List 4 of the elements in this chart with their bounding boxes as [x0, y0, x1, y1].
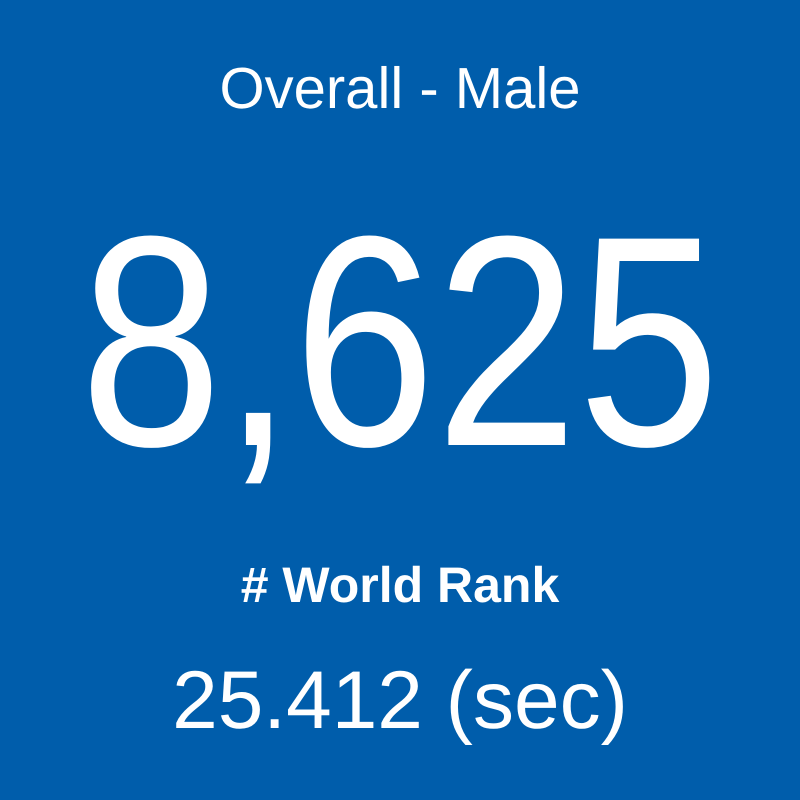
data-label: 8,625: [80, 173, 800, 509]
category-label: # World Rank: [240, 557, 560, 613]
text: Overall - Male: [220, 56, 580, 121]
text: 25.412 (sec): [172, 655, 628, 746]
